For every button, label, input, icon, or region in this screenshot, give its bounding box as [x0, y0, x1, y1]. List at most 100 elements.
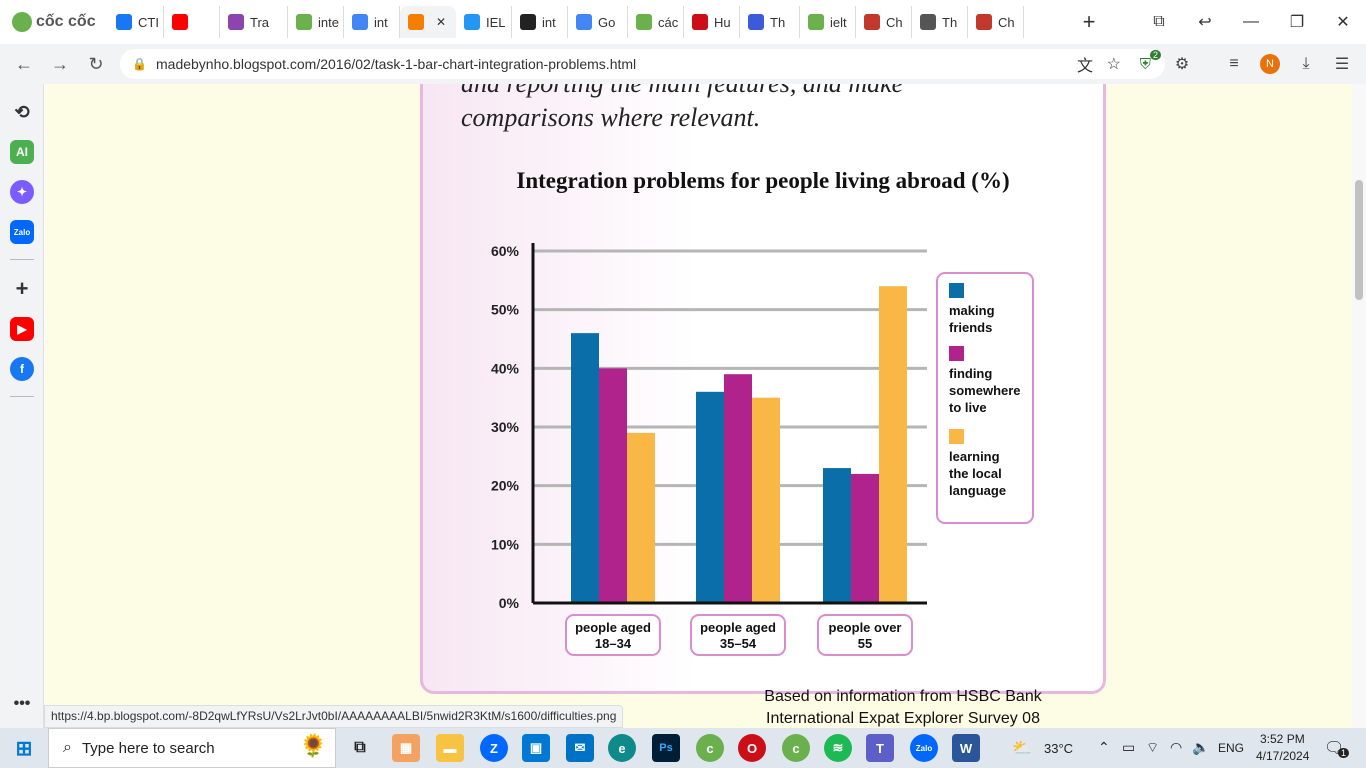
sidebar-divider: [10, 259, 34, 260]
clock-date[interactable]: 4/17/2024: [1256, 749, 1310, 763]
teams-icon[interactable]: T: [866, 734, 894, 762]
bookmark-star-icon[interactable]: ☆: [1106, 56, 1121, 73]
maximize-button[interactable]: ❐: [1289, 14, 1305, 31]
status-bar-url: https://4.bp.blogspot.com/-8D2qwLfYRsU/V…: [44, 705, 624, 728]
browser-tab[interactable]: IEL: [456, 6, 512, 38]
browser-tab[interactable]: Tra: [220, 6, 288, 38]
close-tab-icon[interactable]: ✕: [436, 15, 447, 29]
youtube-icon: [172, 14, 188, 30]
tab-label: inte: [318, 14, 339, 30]
tab-label: CTI: [138, 14, 159, 30]
toolbar: ← → ↻ 🔒 madebynho.blogspot.com/2016/02/t…: [0, 44, 1366, 84]
photoshop-icon[interactable]: Ps: [652, 734, 680, 762]
close-window-button[interactable]: ✕: [1336, 14, 1350, 31]
profile-avatar[interactable]: N: [1254, 48, 1286, 80]
add-sidebar-app-icon[interactable]: +: [15, 276, 29, 301]
legend-swatch: [949, 429, 964, 444]
youtube-icon[interactable]: ▶: [10, 317, 34, 341]
mail-icon[interactable]: ✉: [566, 734, 594, 762]
chat-icon: [228, 14, 244, 30]
volume-icon[interactable]: 🔈: [1192, 739, 1210, 755]
back-list-icon[interactable]: ↩: [1198, 14, 1212, 31]
messenger-icon[interactable]: ✦: [10, 180, 34, 204]
word-icon[interactable]: W: [952, 734, 980, 762]
history-icon[interactable]: ⟲: [14, 101, 30, 122]
facebook-icon[interactable]: f: [10, 357, 34, 381]
page-content: and reporting the main features, and mak…: [45, 84, 1352, 728]
opera-icon[interactable]: O: [738, 734, 766, 762]
taskbar-search[interactable]: ⌕ Type here to search 🌻: [48, 728, 336, 768]
reload-button[interactable]: ↻: [88, 53, 104, 74]
zalo-icon[interactable]: Zalo: [10, 220, 34, 244]
clock-time[interactable]: 3:52 PM: [1260, 732, 1305, 746]
app-icon[interactable]: ▦: [392, 734, 420, 762]
input-language[interactable]: ENG: [1218, 741, 1245, 755]
network-icon[interactable]: ⌔: [1146, 739, 1160, 755]
browser-tab[interactable]: int: [344, 6, 400, 38]
more-icon[interactable]: •••: [13, 695, 31, 712]
browser-tab[interactable]: [164, 6, 220, 38]
facebook-icon: [116, 14, 132, 30]
translate-icon: [576, 14, 592, 30]
brand-label: cốc cốc: [36, 13, 96, 30]
microsoft-store-icon[interactable]: ▣: [522, 734, 550, 762]
tab-label: IEL: [486, 14, 506, 30]
extension-badge: 2: [1149, 50, 1161, 60]
wifi-icon[interactable]: ◠: [1170, 739, 1183, 755]
x-tick-label: 55: [858, 636, 872, 651]
browser-tab[interactable]: Go: [568, 6, 628, 38]
x-tick-label: 35–54: [720, 636, 757, 651]
browser-tab[interactable]: ✕: [400, 6, 456, 38]
media-control-icon[interactable]: ≡: [1229, 55, 1239, 72]
task-image[interactable]: and reporting the main features, and mak…: [420, 84, 1106, 727]
legend-label: finding: [949, 366, 992, 381]
task-view-icon[interactable]: ⧉: [354, 739, 366, 756]
new-tab-button[interactable]: +: [1082, 9, 1096, 34]
extensions-icon[interactable]: ⚙: [1174, 56, 1190, 73]
browser-tab[interactable]: ielt: [800, 6, 856, 38]
weather-temperature[interactable]: 33°C: [1044, 741, 1074, 756]
chinese-icon: [976, 14, 992, 30]
coccoc-profile-icon[interactable]: c: [782, 734, 810, 762]
browser-tab[interactable]: CTI: [108, 6, 164, 38]
tab-search-icon[interactable]: ⧉: [1153, 13, 1165, 30]
forward-button[interactable]: →: [51, 53, 69, 74]
browser-tab[interactable]: Th: [912, 6, 968, 38]
edge-icon[interactable]: e: [608, 734, 636, 762]
back-button[interactable]: ←: [15, 53, 33, 74]
ai-assistant-icon[interactable]: AI: [10, 140, 34, 164]
browser-tab[interactable]: int: [512, 6, 568, 38]
sidebar: ⟲ AI ✦ Zalo + ▶ f •••: [0, 84, 44, 728]
address-bar[interactable]: 🔒 madebynho.blogspot.com/2016/02/task-1-…: [120, 49, 1165, 79]
download-icon[interactable]: ⤓: [1302, 55, 1310, 72]
browser-tab[interactable]: Th: [740, 6, 800, 38]
browser-tab[interactable]: inte: [288, 6, 344, 38]
scrollbar-thumb[interactable]: [1355, 180, 1363, 300]
battery-icon[interactable]: ▭: [1122, 739, 1136, 755]
spotify-icon[interactable]: ≋: [824, 734, 852, 762]
translate-icon[interactable]: 文: [1076, 58, 1093, 75]
browser-brand[interactable]: cốc cốc: [0, 12, 108, 32]
tab-label: Hu: [714, 14, 731, 30]
menu-icon[interactable]: ☰: [1334, 56, 1350, 73]
coccoc-taskbar-icon[interactable]: c: [696, 734, 724, 762]
weather-icon[interactable]: ⛅: [1012, 740, 1032, 757]
browser-tab[interactable]: Ch: [968, 6, 1024, 38]
y-tick-label: 0%: [499, 595, 520, 611]
zalo-app-icon[interactable]: Zalo: [910, 734, 938, 762]
tab-label: Th: [770, 14, 786, 30]
adblock-shield-icon[interactable]: ⛨: [1139, 55, 1151, 73]
file-explorer-icon[interactable]: ▬: [436, 734, 464, 762]
vertical-scrollbar[interactable]: [1352, 84, 1366, 728]
show-hidden-icons[interactable]: ⌃: [1098, 739, 1110, 755]
zalo-taskbar-icon[interactable]: Z: [480, 734, 508, 762]
minimize-button[interactable]: —: [1243, 13, 1259, 30]
browser-tab[interactable]: các: [628, 6, 684, 38]
category-label-box: [817, 614, 913, 656]
legend-label: language: [949, 483, 1006, 498]
browser-tab[interactable]: Hu: [684, 6, 740, 38]
lock-icon: 🔒: [132, 57, 147, 71]
category-label-box: [690, 614, 786, 656]
windows-start-icon[interactable]: ⊞: [15, 737, 33, 760]
browser-tab[interactable]: Ch: [856, 6, 912, 38]
